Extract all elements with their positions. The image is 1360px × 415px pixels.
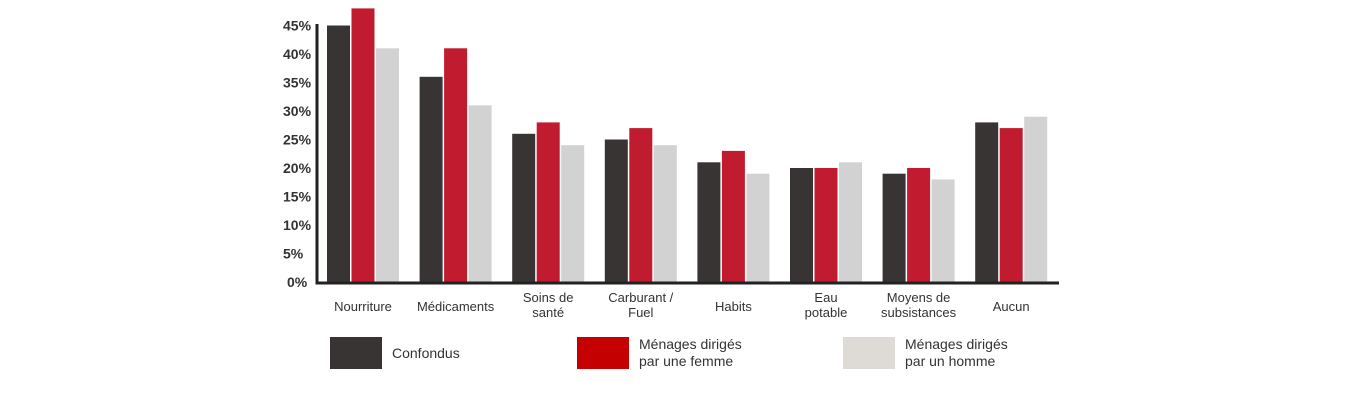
bar-1-2 [419,76,443,282]
bar-2-7 [907,168,931,282]
y-tick-label: 40% [283,46,312,62]
category-label: Carburant / Fuel [608,290,673,320]
bar-3-8 [1024,116,1048,282]
category-label: Médicaments [417,299,495,314]
bar-1-6 [790,168,813,282]
y-tick-label: 10% [283,217,312,233]
bar-2-6 [814,168,838,282]
bar-2-5 [721,150,745,282]
y-tick-label: 35% [283,75,312,91]
category-label: Soins de santé [523,290,574,320]
bar-1-8 [975,122,999,283]
y-axis-ticks: 0% 5% 10% 15% 20% 25% 30% 35% 40% 45% [283,18,312,291]
bar-2-3 [536,122,560,283]
legend-swatch [843,337,895,369]
bar-1-4 [604,139,628,282]
bar-3-4 [653,145,677,282]
legend-label: Ménages dirigés par un homme [905,336,1008,369]
bar-1-5 [697,162,721,282]
bar-2-4 [629,128,653,282]
legend-swatch [577,337,629,369]
category-label: Aucun [993,299,1030,314]
category-label: Moyens de subsistances [881,290,957,320]
bar-3-6 [839,162,862,282]
y-tick-label: 5% [283,246,304,262]
y-tick-label: 30% [283,103,312,119]
bar-1-1 [327,25,350,282]
category-label: Eau potable [805,290,848,320]
category-labels: Nourriture Médicaments Soins de santé Carbur… [334,290,1030,320]
bar-1-7 [882,173,906,282]
bar-2-2 [444,48,468,282]
bar-3-7 [931,179,955,282]
legend-swatch [330,337,382,369]
legend-label: Ménages dirigés par une femme [639,336,742,369]
bar-2-8 [999,128,1023,282]
legend-item-confondus: Confondus [330,337,460,369]
y-tick-label: 15% [283,189,312,205]
bars [327,8,1048,283]
category-label: Habits [715,299,752,314]
legend-item-femme: Ménages dirigés par une femme [577,336,742,369]
bar-1-3 [512,133,536,282]
y-tick-label: 45% [283,18,312,34]
legend-item-homme: Ménages dirigés par un homme [843,336,1008,369]
y-tick-label: 0% [287,274,308,290]
category-label: Nourriture [334,299,392,314]
bar-3-3 [561,145,585,282]
y-tick-label: 20% [283,160,312,176]
bar-3-2 [468,105,492,282]
legend-label: Confondus [392,344,460,361]
bar-3-5 [746,173,770,282]
bar-3-1 [376,48,399,282]
y-tick-label: 25% [283,132,312,148]
bar-2-1 [351,8,375,283]
